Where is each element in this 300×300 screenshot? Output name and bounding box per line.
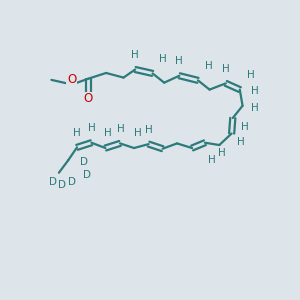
Text: D: D xyxy=(83,169,92,180)
Text: H: H xyxy=(237,137,245,147)
Text: H: H xyxy=(117,124,124,134)
Text: H: H xyxy=(251,86,259,96)
Text: H: H xyxy=(208,154,216,165)
Text: O: O xyxy=(84,92,93,105)
Text: D: D xyxy=(58,180,66,190)
Text: H: H xyxy=(145,124,152,135)
Text: H: H xyxy=(88,123,95,134)
Text: D: D xyxy=(49,176,57,187)
Text: H: H xyxy=(134,128,142,139)
Text: H: H xyxy=(159,54,167,64)
Text: H: H xyxy=(104,128,112,139)
Text: O: O xyxy=(67,73,76,86)
Text: H: H xyxy=(218,148,226,158)
Text: H: H xyxy=(247,70,255,80)
Text: H: H xyxy=(176,56,183,66)
Text: H: H xyxy=(73,128,81,138)
Text: H: H xyxy=(131,50,139,60)
Text: H: H xyxy=(241,122,248,132)
Text: D: D xyxy=(80,157,88,167)
Text: H: H xyxy=(251,103,259,113)
Text: H: H xyxy=(222,64,230,74)
Text: H: H xyxy=(205,61,212,71)
Text: D: D xyxy=(68,176,76,187)
